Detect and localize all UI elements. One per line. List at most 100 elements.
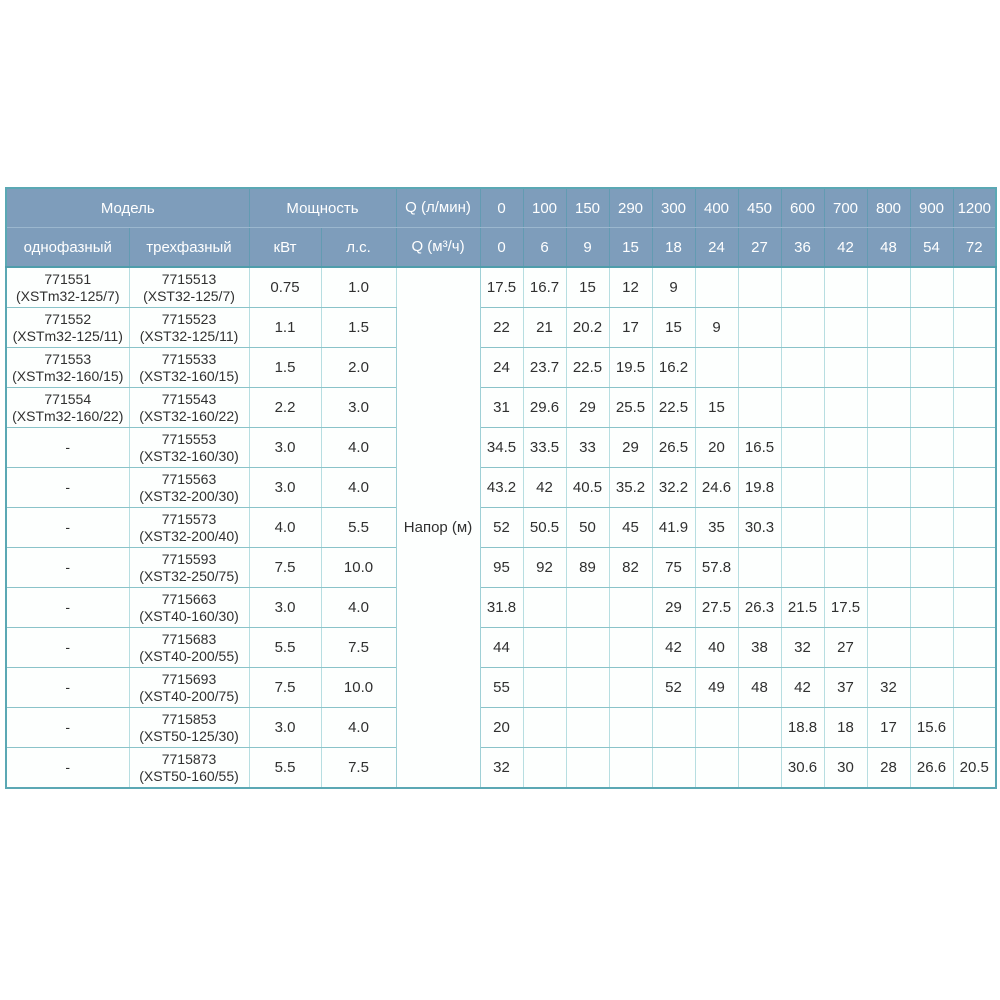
head-value-cell: 48: [737, 667, 782, 708]
head-value-cell: [522, 747, 567, 789]
head-value-cell: 28: [866, 747, 911, 789]
head-value-cell: 15: [651, 307, 696, 348]
q-m3h-value: 24: [694, 227, 739, 268]
q-lmin-value: 290: [608, 187, 653, 228]
head-value-cell: 32: [866, 667, 911, 708]
head-value-cell: 41.9: [651, 507, 696, 548]
head-value-cell: 25.5: [608, 387, 653, 428]
kw-header: кВт: [248, 227, 322, 268]
head-value-cell: [780, 266, 825, 308]
head-value-cell: [651, 747, 696, 789]
power-hp-cell: 1.5: [320, 307, 397, 348]
head-value-cell: [694, 707, 739, 748]
power-hp-cell: 10.0: [320, 667, 397, 708]
head-value-cell: 29.6: [522, 387, 567, 428]
head-value-cell: 42: [651, 627, 696, 668]
head-value-cell: 29: [565, 387, 610, 428]
single-phase-model-cell: -: [5, 547, 130, 588]
three-phase-model-cell: 7715513 (XST32-125/7): [128, 266, 250, 308]
head-value-cell: 12: [608, 266, 653, 308]
head-value-cell: 38: [737, 627, 782, 668]
power-kw-cell: 3.0: [248, 467, 322, 508]
head-value-cell: 23.7: [522, 347, 567, 388]
table-row: 771554 (XSTm32-160/22) 7715543 (XST32-160…: [5, 387, 997, 428]
head-value-cell: 19.5: [608, 347, 653, 388]
head-value-cell: 44: [479, 627, 524, 668]
head-value-cell: [565, 707, 610, 748]
head-value-cell: 9: [651, 266, 696, 308]
head-value-cell: 18.8: [780, 707, 825, 748]
head-value-cell: [866, 347, 911, 388]
head-value-cell: [737, 747, 782, 789]
three-phase-model-cell: 7715573 (XST32-200/40): [128, 507, 250, 548]
head-value-cell: [823, 427, 868, 468]
power-hp-cell: 4.0: [320, 707, 397, 748]
head-value-cell: 42: [780, 667, 825, 708]
table-header: Модель Мощность Q (л/мин) 0 100 150 290 …: [5, 187, 997, 268]
head-value-cell: 22.5: [651, 387, 696, 428]
head-value-cell: 43.2: [479, 467, 524, 508]
power-kw-cell: 1.1: [248, 307, 322, 348]
head-value-cell: 95: [479, 547, 524, 588]
head-value-cell: 24: [479, 347, 524, 388]
head-value-cell: [952, 547, 997, 588]
three-phase-model-cell: 7715563 (XST32-200/30): [128, 467, 250, 508]
head-value-cell: 22: [479, 307, 524, 348]
q-lmin-value: 0: [479, 187, 524, 228]
q-m3h-value: 48: [866, 227, 911, 268]
power-hp-cell: 7.5: [320, 747, 397, 789]
power-kw-cell: 0.75: [248, 266, 322, 308]
q-m3h-value: 6: [522, 227, 567, 268]
head-value-cell: [737, 547, 782, 588]
head-value-cell: 32.2: [651, 467, 696, 508]
head-value-cell: 30: [823, 747, 868, 789]
head-value-cell: 24.6: [694, 467, 739, 508]
head-value-cell: 21.5: [780, 587, 825, 628]
head-value-cell: [565, 587, 610, 628]
head-value-cell: [909, 467, 954, 508]
head-value-cell: [952, 467, 997, 508]
head-value-cell: 55: [479, 667, 524, 708]
table-row: 771553 (XSTm32-160/15) 7715533 (XST32-160…: [5, 347, 997, 388]
head-value-cell: [823, 347, 868, 388]
head-value-cell: 26.5: [651, 427, 696, 468]
head-value-cell: [522, 627, 567, 668]
single-phase-model-cell: -: [5, 627, 130, 668]
head-value-cell: [780, 427, 825, 468]
head-value-cell: [952, 667, 997, 708]
head-value-cell: 50.5: [522, 507, 567, 548]
head-value-cell: 52: [651, 667, 696, 708]
head-value-cell: 29: [608, 427, 653, 468]
power-kw-cell: 7.5: [248, 667, 322, 708]
head-value-cell: [737, 307, 782, 348]
power-kw-cell: 3.0: [248, 427, 322, 468]
head-value-cell: [952, 387, 997, 428]
head-value-cell: 21: [522, 307, 567, 348]
power-hp-cell: 3.0: [320, 387, 397, 428]
head-value-cell: 34.5: [479, 427, 524, 468]
head-value-cell: [952, 507, 997, 548]
power-header: Мощность: [248, 187, 397, 228]
head-value-cell: [909, 507, 954, 548]
table-row: -7715663 (XST40-160/30) 3.0 4.0 31.8 29 27.5 2…: [5, 587, 997, 628]
head-value-cell: 26.3: [737, 587, 782, 628]
three-phase-model-cell: 7715593 (XST32-250/75): [128, 547, 250, 588]
power-hp-cell: 7.5: [320, 627, 397, 668]
q-lmin-value: 900: [909, 187, 954, 228]
head-value-cell: 26.6: [909, 747, 954, 789]
head-value-cell: [608, 707, 653, 748]
pump-spec-table: Модель Мощность Q (л/мин) 0 100 150 290 …: [5, 187, 998, 789]
single-phase-model-cell: -: [5, 427, 130, 468]
head-value-cell: 57.8: [694, 547, 739, 588]
three-phase-model-cell: 7715543 (XST32-160/22): [128, 387, 250, 428]
head-value-cell: 82: [608, 547, 653, 588]
table-body: 771551 (XSTm32-125/7) 7715513 (XST32-125/…: [5, 266, 997, 789]
head-value-cell: 45: [608, 507, 653, 548]
head-value-cell: [737, 387, 782, 428]
head-value-cell: 20: [479, 707, 524, 748]
head-value-cell: [866, 547, 911, 588]
head-value-cell: 17: [608, 307, 653, 348]
head-value-cell: [608, 667, 653, 708]
power-hp-cell: 4.0: [320, 467, 397, 508]
power-hp-cell: 10.0: [320, 547, 397, 588]
